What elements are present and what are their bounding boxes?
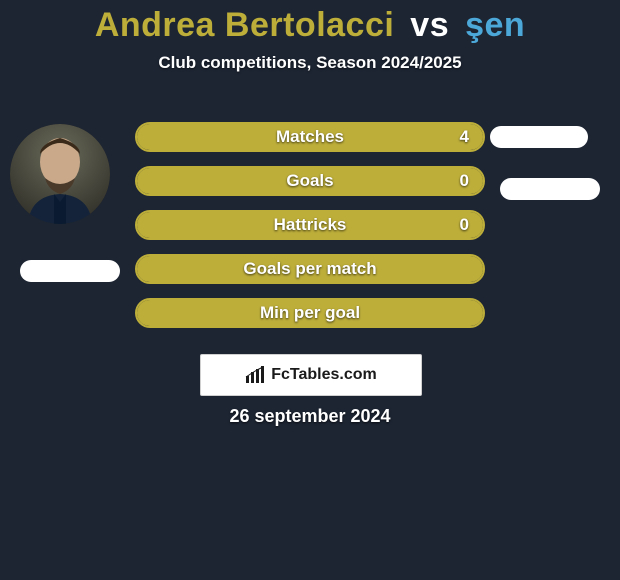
stat-label: Goals (286, 171, 333, 191)
page-title: Andrea Bertolacci vs şen (0, 0, 620, 45)
stat-row-goals-per-match: Goals per match (135, 254, 485, 284)
vs-separator: vs (410, 6, 449, 44)
player2-blank-oval-2 (500, 178, 600, 200)
bar-chart-icon (245, 366, 267, 384)
branding-text: FcTables.com (271, 366, 377, 384)
stats-panel: Matches 4 Goals 0 Hattricks 0 Goals per … (135, 122, 485, 342)
player2-name: şen (465, 6, 525, 44)
player1-avatar (10, 124, 110, 224)
stat-value: 0 (460, 215, 469, 235)
stat-label: Matches (276, 127, 344, 147)
stat-row-matches: Matches 4 (135, 122, 485, 152)
player2-blank-oval-1 (490, 126, 588, 148)
stat-value: 4 (460, 127, 469, 147)
stat-label: Min per goal (260, 303, 360, 323)
stat-label: Hattricks (274, 215, 347, 235)
avatar-placeholder-icon (10, 124, 110, 224)
player1-name: Andrea Bertolacci (95, 6, 395, 44)
subtitle: Club competitions, Season 2024/2025 (0, 53, 620, 73)
stat-row-min-per-goal: Min per goal (135, 298, 485, 328)
stat-label: Goals per match (243, 259, 376, 279)
comparison-infographic: Andrea Bertolacci vs şen Club competitio… (0, 0, 620, 580)
stat-value: 0 (460, 171, 469, 191)
branding-box: FcTables.com (200, 354, 422, 396)
date-text: 26 september 2024 (0, 406, 620, 427)
stat-row-hattricks: Hattricks 0 (135, 210, 485, 240)
stat-row-goals: Goals 0 (135, 166, 485, 196)
player1-blank-oval (20, 260, 120, 282)
